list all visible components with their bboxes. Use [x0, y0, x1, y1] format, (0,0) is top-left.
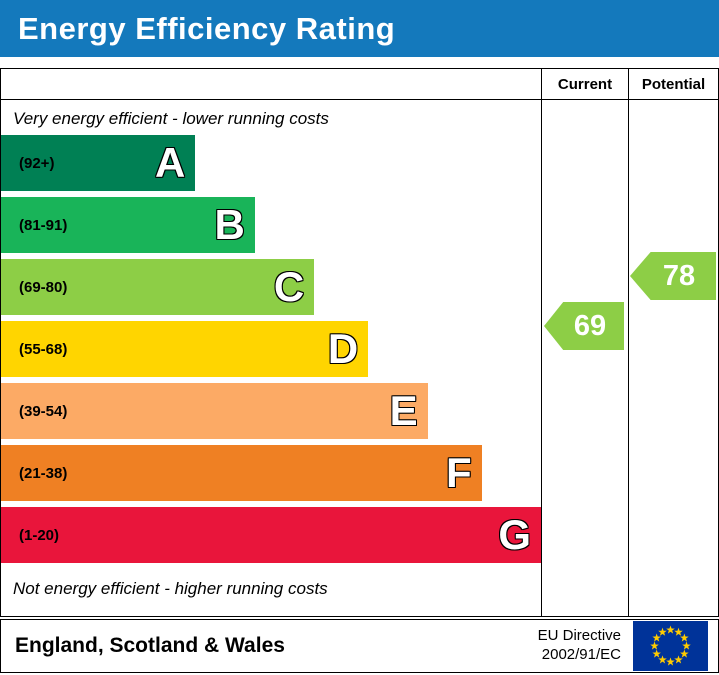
band-range-label: (1-20)	[19, 526, 60, 544]
band-range-label: (81-91)	[19, 216, 68, 234]
band-bar: (69-80) C	[1, 259, 315, 315]
page-title: Energy Efficiency Rating	[18, 10, 396, 46]
epc-band-f: (21-38) F	[1, 445, 541, 501]
band-letter: G	[498, 511, 531, 558]
band-range-label: (39-54)	[19, 402, 68, 420]
epc-band-d: (55-68) D	[1, 321, 541, 377]
epc-band-b: (81-91) B	[1, 197, 541, 253]
potential-column: 78	[628, 100, 718, 616]
epc-band-a: (92+) A	[1, 135, 541, 191]
eu-directive-text: EU Directive 2002/91/EC	[538, 627, 621, 665]
region-label: England, Scotland & Wales	[15, 634, 285, 657]
band-bar: (81-91) B	[1, 197, 255, 253]
eu-flag-icon	[633, 621, 708, 671]
rating-chart: Current Potential Very energy efficient …	[0, 68, 719, 617]
band-bar: (55-68) D	[1, 321, 369, 377]
current-column-header: Current	[541, 69, 628, 99]
band-range-label: (69-80)	[19, 278, 68, 296]
epc-band-e: (39-54) E	[1, 383, 541, 439]
bands-header-spacer	[1, 69, 541, 99]
band-letter: B	[214, 201, 245, 248]
band-letter: A	[155, 139, 186, 186]
epc-band-g: (1-20) G	[1, 507, 541, 563]
current-rating-pointer: 69	[544, 302, 624, 350]
band-letter: D	[327, 325, 359, 372]
band-bar: (21-38) F	[1, 445, 482, 501]
potential-rating-value: 78	[662, 259, 696, 292]
epc-band-c: (69-80) C	[1, 259, 541, 315]
column-header-row: Current Potential	[1, 69, 718, 100]
potential-column-header: Potential	[628, 69, 718, 99]
band-range-label: (21-38)	[19, 464, 68, 482]
top-note: Very energy efficient - lower running co…	[13, 109, 329, 128]
potential-rating-pointer: 78	[630, 252, 716, 300]
band-letter: C	[273, 263, 305, 310]
chart-header: Energy Efficiency Rating	[0, 0, 719, 57]
band-range-label: (55-68)	[19, 340, 68, 358]
band-letter: F	[445, 449, 472, 496]
eu-directive-line1: EU Directive	[537, 627, 621, 645]
band-bar: (1-20) G	[1, 507, 541, 563]
current-rating-value: 69	[573, 309, 607, 342]
epc-bands: (92+) A (81-91) B (69-80) C (55-68) D (39-54) E (2…	[1, 135, 541, 563]
bottom-note: Not energy efficient - higher running co…	[13, 579, 328, 598]
band-bar: (39-54) E	[1, 383, 428, 439]
band-letter: E	[389, 387, 418, 434]
band-range-label: (92+)	[19, 154, 55, 172]
eu-directive-line2: 2002/91/EC	[541, 646, 621, 663]
bands-area: Very energy efficient - lower running co…	[1, 100, 541, 616]
current-column: 69	[541, 100, 628, 616]
band-bar: (92+) A	[1, 135, 196, 191]
chart-body: Very energy efficient - lower running co…	[1, 100, 718, 616]
chart-footer: England, Scotland & Wales EU Directive 2…	[0, 619, 719, 673]
directive-block: EU Directive 2002/91/EC	[538, 621, 708, 671]
